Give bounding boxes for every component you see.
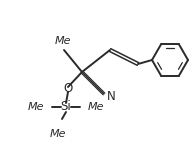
Text: Me: Me	[27, 102, 44, 112]
Text: Si: Si	[61, 100, 71, 113]
Text: Me: Me	[88, 102, 105, 112]
Text: O: O	[63, 81, 73, 94]
Text: Me: Me	[55, 36, 71, 46]
Text: Me: Me	[50, 129, 66, 139]
Text: N: N	[107, 89, 116, 102]
